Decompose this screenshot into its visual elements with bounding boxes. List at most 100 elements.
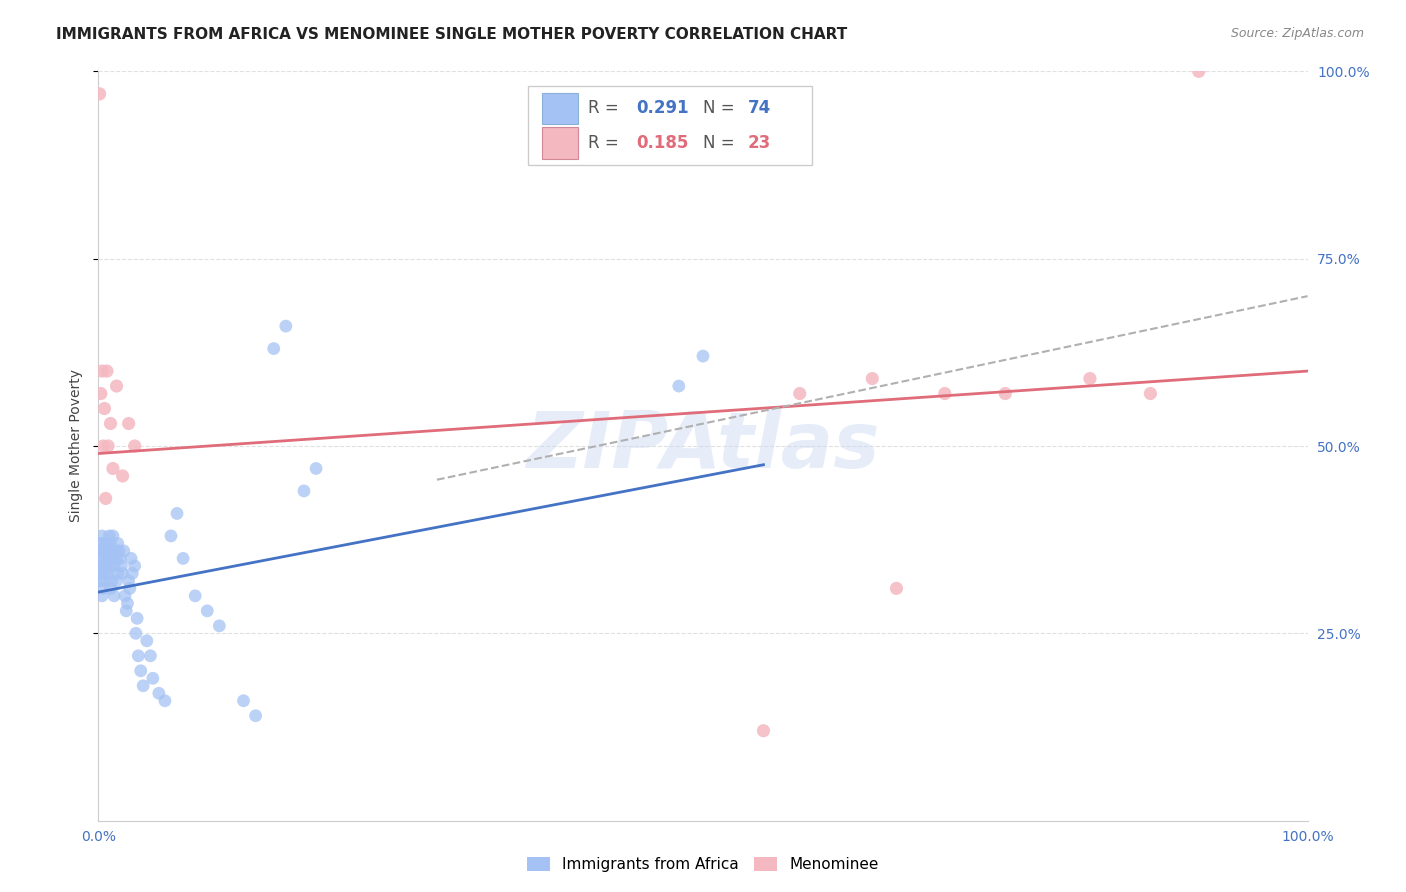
- Text: ZIPAtlas: ZIPAtlas: [526, 408, 880, 484]
- Point: [100, 417, 122, 431]
- Point: [100, 558, 122, 573]
- Point: [93, 401, 115, 416]
- Point: [108, 551, 131, 566]
- Point: [98, 529, 121, 543]
- Point: [93, 536, 115, 550]
- Text: R =: R =: [588, 99, 624, 118]
- Point: [108, 544, 131, 558]
- Point: [101, 461, 124, 475]
- Text: Source: ZipAtlas.com: Source: ZipAtlas.com: [1230, 27, 1364, 40]
- Point: [1139, 386, 1161, 401]
- Point: [789, 386, 811, 401]
- Point: [97, 544, 120, 558]
- Point: [195, 604, 218, 618]
- Point: [111, 469, 134, 483]
- Point: [107, 536, 129, 550]
- Point: [245, 708, 267, 723]
- Point: [124, 439, 146, 453]
- Text: 23: 23: [748, 134, 770, 152]
- Point: [98, 551, 121, 566]
- Point: [142, 671, 165, 685]
- Point: [94, 566, 117, 581]
- Point: [692, 349, 714, 363]
- Point: [107, 566, 129, 581]
- Point: [91, 439, 114, 453]
- Point: [96, 558, 118, 573]
- Point: [135, 633, 157, 648]
- Point: [117, 596, 139, 610]
- Point: [100, 582, 122, 596]
- Point: [91, 529, 114, 543]
- Point: [118, 417, 141, 431]
- Point: [104, 544, 127, 558]
- Point: [208, 619, 231, 633]
- Point: [96, 364, 118, 378]
- Point: [994, 386, 1017, 401]
- Point: [115, 604, 138, 618]
- Point: [91, 589, 114, 603]
- Point: [127, 648, 149, 663]
- Text: N =: N =: [703, 99, 740, 118]
- Text: 0.185: 0.185: [637, 134, 689, 152]
- Point: [97, 439, 120, 453]
- Point: [184, 589, 207, 603]
- Point: [101, 529, 124, 543]
- Text: N =: N =: [703, 134, 740, 152]
- Point: [97, 566, 120, 581]
- Text: IMMIGRANTS FROM AFRICA VS MENOMINEE SINGLE MOTHER POVERTY CORRELATION CHART: IMMIGRANTS FROM AFRICA VS MENOMINEE SING…: [56, 27, 848, 42]
- Point: [160, 529, 183, 543]
- Point: [93, 551, 115, 566]
- Point: [668, 379, 690, 393]
- Point: [292, 483, 315, 498]
- FancyBboxPatch shape: [543, 93, 578, 124]
- Point: [263, 342, 285, 356]
- Point: [105, 551, 128, 566]
- Point: [103, 558, 125, 573]
- FancyBboxPatch shape: [543, 128, 578, 159]
- Point: [91, 544, 114, 558]
- Point: [105, 574, 128, 588]
- Point: [114, 589, 136, 603]
- Point: [153, 694, 176, 708]
- Point: [305, 461, 328, 475]
- Point: [112, 544, 135, 558]
- Point: [166, 507, 188, 521]
- Point: [96, 536, 118, 550]
- Point: [127, 611, 149, 625]
- Point: [139, 648, 162, 663]
- Point: [148, 686, 170, 700]
- Y-axis label: Single Mother Poverty: Single Mother Poverty: [69, 369, 83, 523]
- Point: [89, 544, 111, 558]
- Point: [91, 566, 114, 581]
- Point: [101, 551, 124, 566]
- Point: [91, 364, 114, 378]
- Point: [90, 536, 112, 550]
- Point: [860, 371, 883, 385]
- Point: [274, 319, 297, 334]
- Point: [100, 536, 122, 550]
- Point: [94, 544, 117, 558]
- Point: [90, 558, 112, 573]
- Point: [118, 574, 141, 588]
- Point: [111, 566, 134, 581]
- Point: [91, 582, 114, 596]
- Point: [93, 574, 115, 588]
- Text: 74: 74: [748, 99, 770, 118]
- Point: [91, 558, 114, 573]
- Text: R =: R =: [588, 134, 624, 152]
- Point: [105, 379, 128, 393]
- Point: [100, 574, 122, 588]
- Point: [91, 551, 114, 566]
- Point: [100, 544, 122, 558]
- Point: [129, 664, 152, 678]
- Point: [90, 386, 112, 401]
- Point: [94, 491, 117, 506]
- Point: [89, 566, 111, 581]
- Point: [132, 679, 155, 693]
- Point: [752, 723, 775, 738]
- Point: [89, 87, 111, 101]
- Point: [125, 626, 148, 640]
- Point: [121, 566, 143, 581]
- Point: [110, 558, 132, 573]
- Point: [172, 551, 194, 566]
